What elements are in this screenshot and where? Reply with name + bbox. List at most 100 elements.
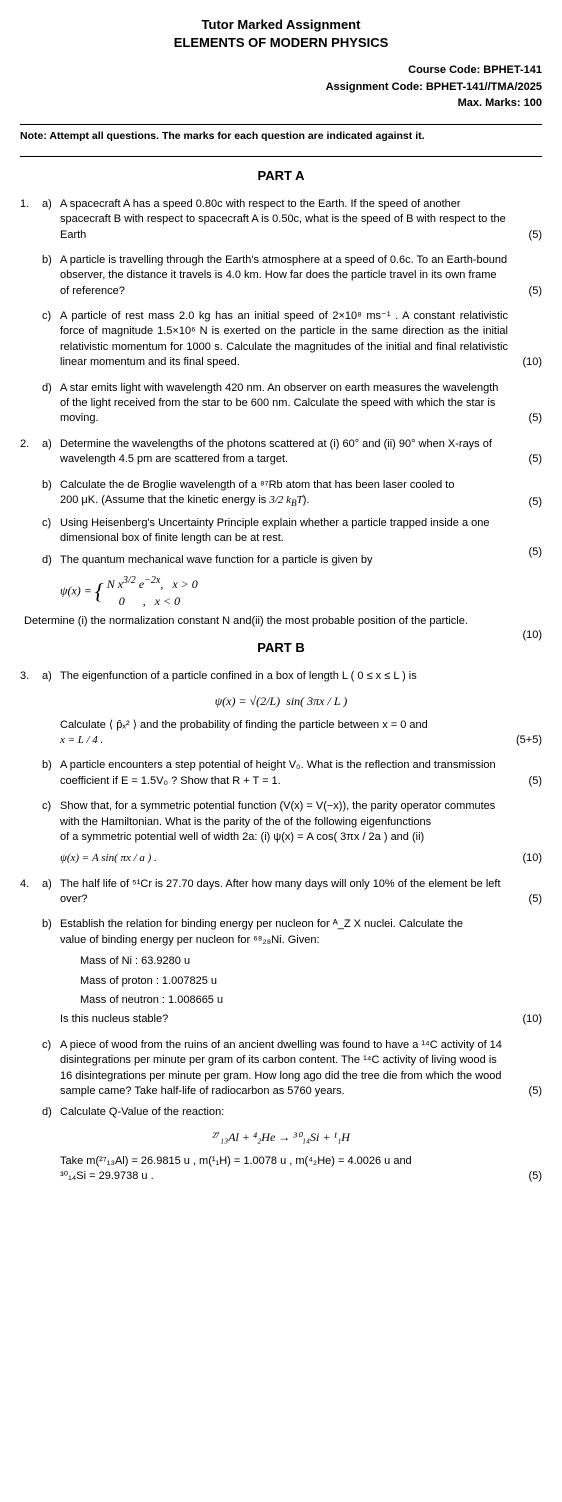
question-row: b) A particle encounters a step potentia… (20, 758, 542, 789)
question-row: c) A particle of rest mass 2.0 kg has an… (20, 309, 542, 371)
q-marks: (5) (529, 1084, 542, 1099)
q-text: of a symmetric potential well of width 2… (60, 831, 424, 843)
q-marks: (10) (522, 355, 542, 370)
q-text: A piece of wood from the ruins of an anc… (60, 1039, 502, 1097)
q-body: ψ(x) = A sin( πx / a ) . (10) (60, 851, 542, 866)
header-meta: Course Code: BPHET-141 Assignment Code: … (20, 62, 542, 112)
q-text: value of binding energy per nucleon for … (60, 934, 320, 946)
q-text: Take m(²⁷₁₃Al) = 26.9815 u , m(¹₁H) = 1.… (60, 1155, 412, 1167)
q-body: Determine the wavelengths of the photons… (60, 437, 542, 468)
question-row: d) Calculate Q-Value of the reaction: (20, 1105, 542, 1120)
divider (20, 124, 542, 125)
q-sub: d) (42, 553, 60, 568)
q-sub: c) (42, 516, 60, 531)
question-row: Take m(²⁷₁₃Al) = 26.9815 u , m(¹₁H) = 1.… (20, 1154, 542, 1185)
q-marks: (5) (529, 495, 542, 510)
q-body: A star emits light with wavelength 420 n… (60, 381, 542, 427)
question-row: 4. a) The half life of ⁵¹Cr is 27.70 day… (20, 877, 542, 908)
q-number: 3. (20, 669, 42, 684)
q-body: Establish the relation for binding energ… (60, 917, 542, 948)
divider (20, 156, 542, 157)
formula: ψ(x) = { N x3/2 e−2x, x > 0 0 , x < 0 (60, 574, 542, 610)
question-row: d) The quantum mechanical wave function … (20, 553, 542, 568)
q-text: ). (303, 494, 310, 506)
q-body: A piece of wood from the ruins of an anc… (60, 1038, 542, 1100)
q-text: Show that, for a symmetric potential fun… (60, 800, 495, 827)
q-sub: b) (42, 758, 60, 773)
q-body: Is this nucleus stable? (10) (60, 1012, 542, 1027)
assignment-code: Assignment Code: BPHET-141//TMA/2025 (20, 79, 542, 96)
doc-title: Tutor Marked Assignment (20, 16, 542, 34)
q-body: A particle encounters a step potential o… (60, 758, 542, 789)
q-number: 1. (20, 197, 42, 212)
q-text: A particle encounters a step potential o… (60, 759, 496, 786)
formula: ²⁷₁₃Al + ⁴₂He → ³⁰₁₄Si + ¹₁H (20, 1129, 542, 1146)
q-sub: c) (42, 1038, 60, 1053)
question-row: 1. a) A spacecraft A has a speed 0.80c w… (20, 197, 542, 243)
q-marks: (5) (529, 1169, 542, 1184)
question-row: b) Calculate the de Broglie wavelength o… (20, 478, 542, 510)
q-text: Calculate Q-Value of the reaction: (60, 1106, 224, 1118)
q-text: Calculate ⟨ p̂ₓ² ⟩ and the probability o… (60, 719, 428, 731)
q-text: The half life of ⁵¹Cr is 27.70 days. Aft… (60, 878, 501, 905)
data-line: Mass of Ni : 63.9280 u (80, 954, 542, 969)
part-b-heading: PART B (20, 639, 542, 657)
q-text: A particle is travelling through the Ear… (60, 254, 507, 297)
q-text: The eigenfunction of a particle confined… (60, 670, 417, 682)
q-text: Using Heisenberg's Uncertainty Principle… (60, 517, 490, 544)
q-marks: (10) (522, 1012, 542, 1027)
q-sub: a) (42, 669, 60, 684)
question-row: ψ(x) = A sin( πx / a ) . (10) (20, 851, 542, 866)
q-text: Establish the relation for binding energ… (60, 918, 463, 930)
q-sub: d) (42, 1105, 60, 1120)
question-row: c) Using Heisenberg's Uncertainty Princi… (20, 516, 542, 547)
data-line: Mass of proton : 1.007825 u (80, 974, 542, 989)
q-body: The eigenfunction of a particle confined… (60, 669, 542, 684)
q-number: 2. (20, 437, 42, 452)
q-marks: (5) (529, 228, 542, 243)
course-code: Course Code: BPHET-141 (20, 62, 542, 79)
note-text: Note: Attempt all questions. The marks f… (20, 129, 542, 144)
formula: ψ(x) = √(2/L) sin( 3πx / L ) (20, 693, 542, 710)
q-marks: (10) (522, 628, 542, 643)
formula: ψ(x) = A sin( πx / a ) . (60, 852, 157, 864)
q-body: The quantum mechanical wave function for… (60, 553, 542, 568)
q-number: 4. (20, 877, 42, 892)
data-line: Mass of neutron : 1.008665 u (80, 993, 542, 1008)
question-row: b) Establish the relation for binding en… (20, 917, 542, 948)
q-marks: (5) (529, 774, 542, 789)
doc-subtitle: ELEMENTS OF MODERN PHYSICS (20, 34, 542, 52)
question-row: Calculate ⟨ p̂ₓ² ⟩ and the probability o… (20, 718, 542, 749)
q-marks: (5) (529, 892, 542, 907)
q-sub: a) (42, 437, 60, 452)
q-body: Using Heisenberg's Uncertainty Principle… (60, 516, 542, 547)
q-body: A spacecraft A has a speed 0.80c with re… (60, 197, 542, 243)
q-text: Determine (i) the normalization constant… (24, 615, 468, 627)
q-marks: (10) (522, 851, 542, 866)
question-row: 3. a) The eigenfunction of a particle co… (20, 669, 542, 684)
q-text: A star emits light with wavelength 420 n… (60, 382, 498, 425)
q-marks: (5) (529, 284, 542, 299)
q-text: A particle of rest mass 2.0 kg has an in… (60, 310, 508, 368)
q-body: A particle of rest mass 2.0 kg has an in… (60, 309, 542, 371)
question-row: 2. a) Determine the wavelengths of the p… (20, 437, 542, 468)
q-text: A spacecraft A has a speed 0.80c with re… (60, 198, 506, 241)
question-row: c) Show that, for a symmetric potential … (20, 799, 542, 845)
q-sub: c) (42, 799, 60, 814)
q-marks: (5) (529, 411, 542, 426)
q-sub: b) (42, 478, 60, 493)
q-sub: c) (42, 309, 60, 324)
q-marks: (5+5) (516, 733, 542, 748)
q-body: Calculate the de Broglie wavelength of a… (60, 478, 542, 510)
q-marks: (5) (529, 452, 542, 467)
q-body: Calculate ⟨ p̂ₓ² ⟩ and the probability o… (60, 718, 542, 749)
q-body: A particle is travelling through the Ear… (60, 253, 542, 299)
q-sub: b) (42, 253, 60, 268)
q-sub: b) (42, 917, 60, 932)
q-text: ³⁰₁₄Si = 29.9738 u . (60, 1170, 154, 1182)
q-sub: d) (42, 381, 60, 396)
q-text: Determine the wavelengths of the photons… (60, 438, 492, 465)
q-text: Calculate the de Broglie wavelength of a… (60, 479, 454, 491)
q-text: x = L / 4 . (60, 734, 103, 746)
q-body: Calculate Q-Value of the reaction: (60, 1105, 542, 1120)
